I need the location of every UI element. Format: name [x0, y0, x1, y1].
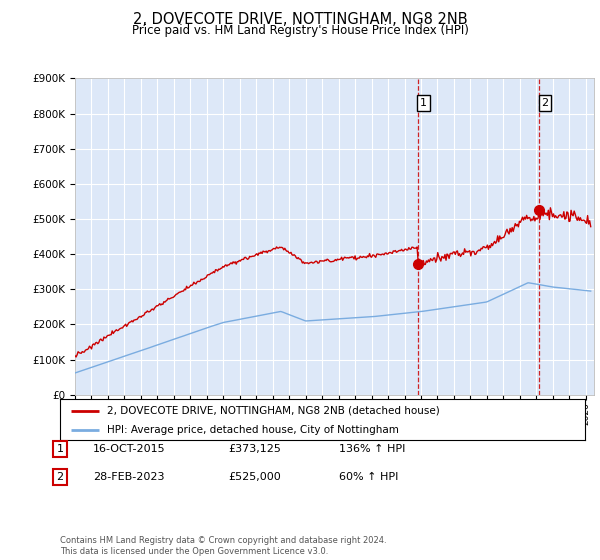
- Text: 2: 2: [56, 472, 64, 482]
- Text: 1: 1: [420, 98, 427, 108]
- Text: 2, DOVECOTE DRIVE, NOTTINGHAM, NG8 2NB: 2, DOVECOTE DRIVE, NOTTINGHAM, NG8 2NB: [133, 12, 467, 27]
- Text: Price paid vs. HM Land Registry's House Price Index (HPI): Price paid vs. HM Land Registry's House …: [131, 24, 469, 37]
- Text: HPI: Average price, detached house, City of Nottingham: HPI: Average price, detached house, City…: [107, 424, 399, 435]
- Text: £373,125: £373,125: [228, 444, 281, 454]
- Text: Contains HM Land Registry data © Crown copyright and database right 2024.
This d: Contains HM Land Registry data © Crown c…: [60, 536, 386, 556]
- Text: 28-FEB-2023: 28-FEB-2023: [93, 472, 164, 482]
- Text: 1: 1: [56, 444, 64, 454]
- Text: 60% ↑ HPI: 60% ↑ HPI: [339, 472, 398, 482]
- Text: 2: 2: [541, 98, 548, 108]
- Text: 16-OCT-2015: 16-OCT-2015: [93, 444, 166, 454]
- Text: 2, DOVECOTE DRIVE, NOTTINGHAM, NG8 2NB (detached house): 2, DOVECOTE DRIVE, NOTTINGHAM, NG8 2NB (…: [107, 405, 440, 416]
- Text: 136% ↑ HPI: 136% ↑ HPI: [339, 444, 406, 454]
- Text: £525,000: £525,000: [228, 472, 281, 482]
